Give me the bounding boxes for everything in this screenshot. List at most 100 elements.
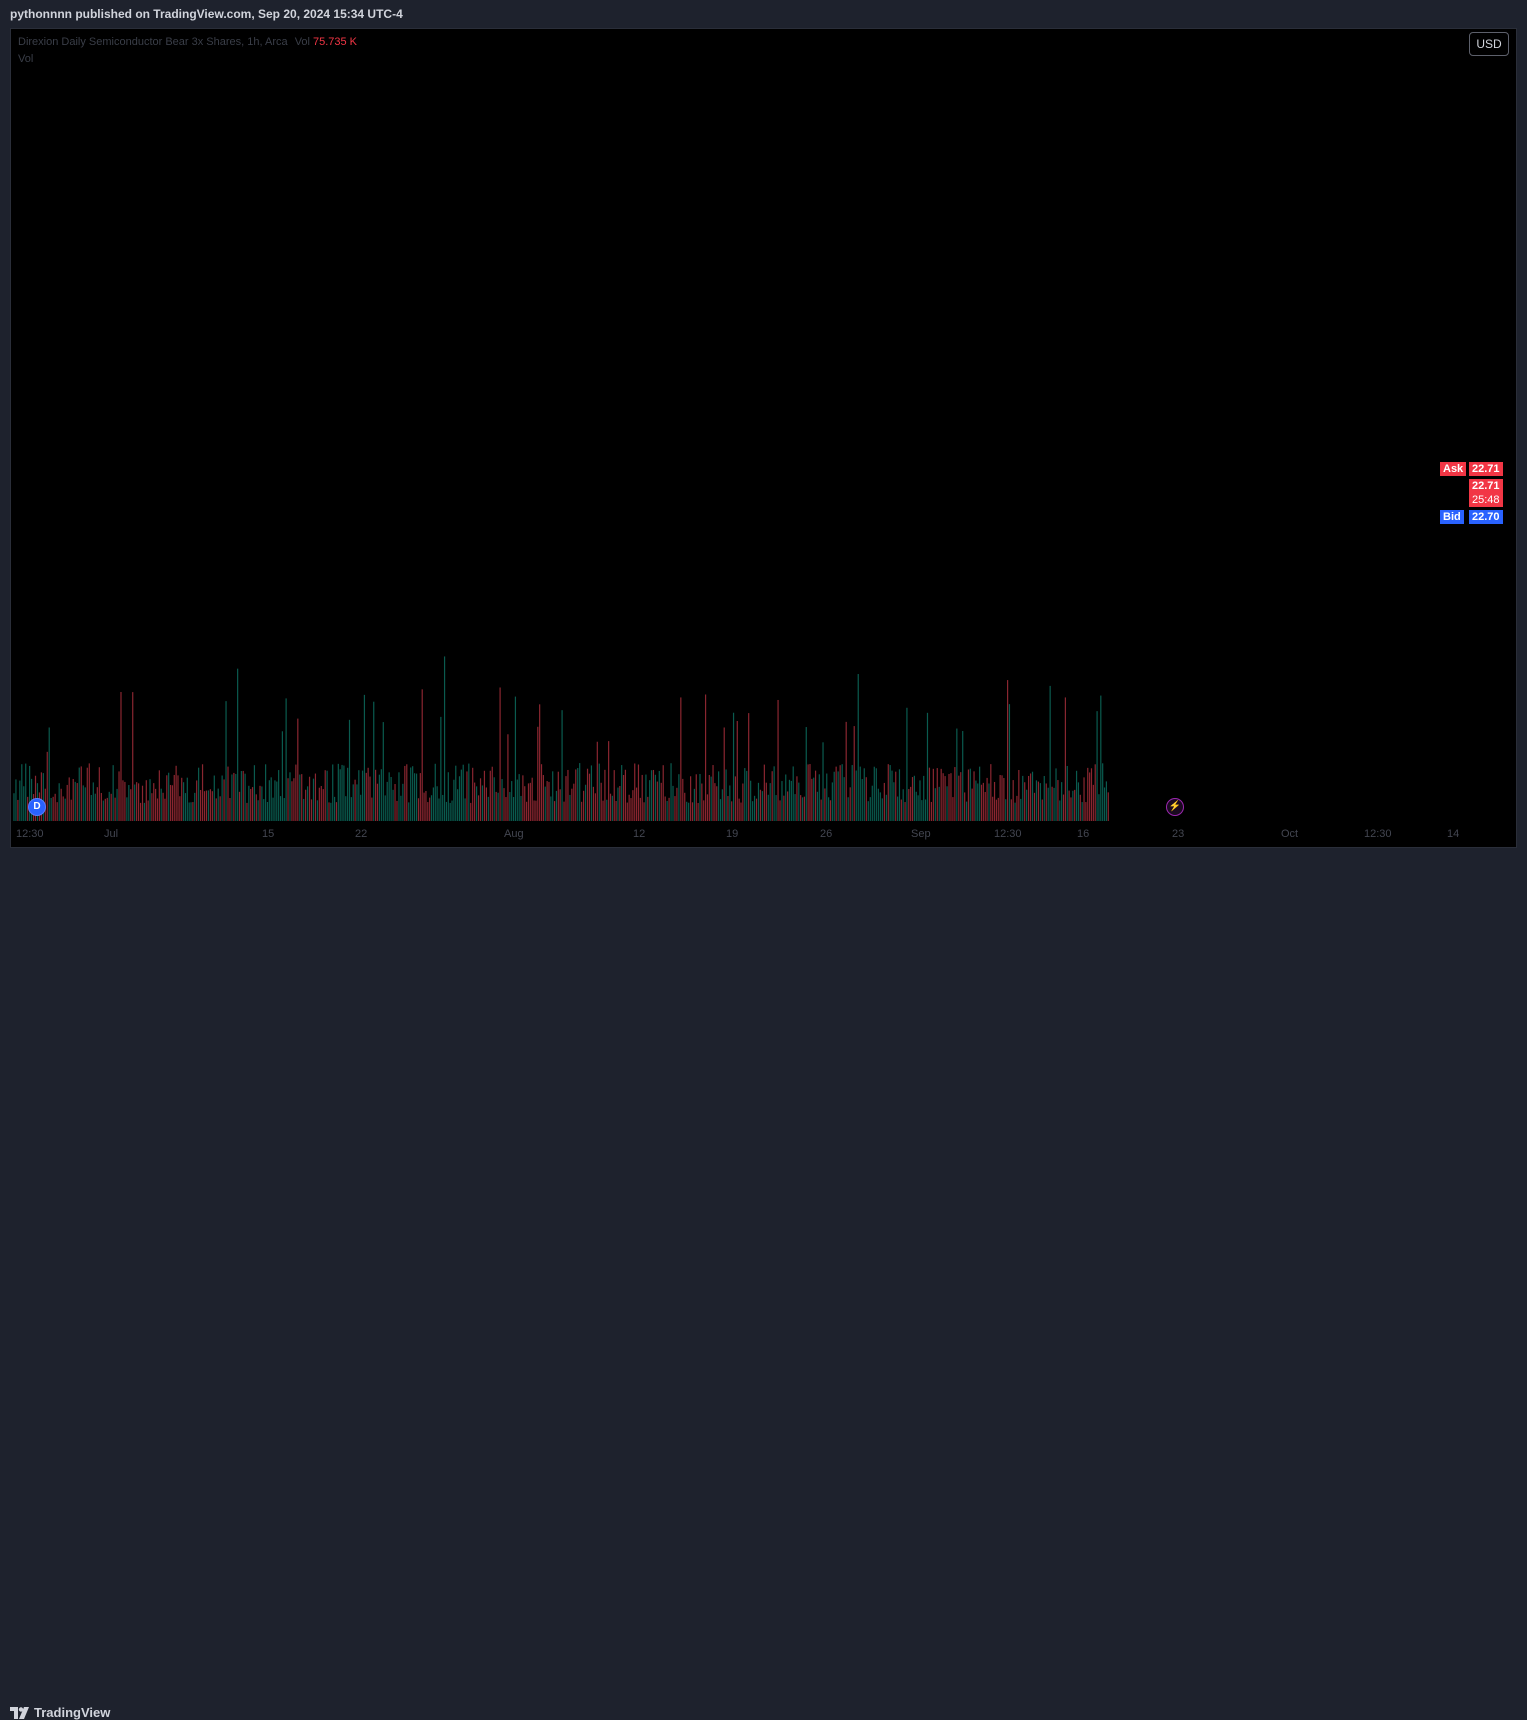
volume-bar [136, 782, 138, 821]
volume-bar [1062, 794, 1065, 821]
volume-bar [1039, 783, 1041, 821]
volume-bar [360, 794, 362, 821]
volume-bar [501, 779, 503, 821]
volume-bar [270, 777, 272, 821]
volume-bar [926, 712, 929, 821]
currency-button[interactable]: USD [1469, 32, 1509, 56]
volume-bar [104, 798, 106, 821]
volume-bar [497, 792, 499, 821]
volume-bar [736, 720, 738, 821]
volume-bar [839, 765, 841, 821]
volume-bar [261, 786, 263, 821]
volume-bar [650, 770, 653, 821]
volume-bar [229, 798, 231, 821]
volume-bar [678, 774, 680, 821]
volume-bar [130, 789, 132, 821]
volume-bar [295, 764, 297, 821]
volume-bar [299, 774, 301, 821]
volume-bar [843, 777, 845, 821]
volume-bar [451, 800, 453, 821]
volume-bar [703, 800, 705, 821]
vol-indicator-legend[interactable]: Vol [18, 53, 33, 65]
volume-bar [1085, 802, 1087, 821]
volume-bar [1035, 780, 1038, 821]
volume-bar [988, 783, 990, 821]
volume-bar [13, 793, 15, 821]
volume-bar [824, 788, 826, 821]
chart-pane[interactable] [10, 28, 1517, 848]
volume-bar [592, 786, 594, 821]
volume-bar [48, 727, 50, 821]
volume-bar [917, 795, 919, 821]
volume-bar [246, 802, 248, 821]
dividend-marker[interactable]: D [28, 798, 46, 816]
volume-bar [777, 699, 779, 821]
volume-bar [171, 785, 173, 821]
volume-bar [660, 782, 662, 821]
volume-bar [542, 775, 544, 821]
volume-bar [60, 788, 62, 821]
volume-bar [928, 767, 931, 821]
volume-bar [613, 770, 615, 821]
volume-bar [278, 770, 280, 821]
volume-bar [186, 777, 188, 821]
volume-bar [973, 771, 975, 821]
volume-bar [457, 789, 459, 821]
volume-bar [847, 797, 849, 821]
volume-bar [855, 770, 857, 821]
volume-bar [639, 797, 641, 821]
volume-bar [1047, 787, 1049, 821]
volume-bar [94, 793, 96, 821]
volume-bar [805, 727, 807, 821]
volume-bar [305, 789, 307, 821]
volume-bar [590, 765, 593, 821]
bid-label: Bid [1440, 510, 1464, 524]
volume-bar [712, 765, 714, 821]
volume-bar [606, 799, 608, 821]
volume-bar [491, 766, 493, 821]
volume-bar [332, 764, 334, 821]
volume-bar [196, 780, 198, 821]
time-axis-label: 19 [726, 828, 739, 840]
volume-bar [995, 799, 998, 821]
chart-svg[interactable] [11, 29, 1516, 847]
volume-bar [483, 770, 486, 821]
volume-bar [430, 795, 433, 821]
symbol-title: Direxion Daily Semiconductor Bear 3x Sha… [18, 36, 288, 48]
volume-bar [980, 784, 983, 821]
volume-bar [266, 802, 269, 821]
volume-bar [800, 795, 802, 821]
volume-bar [524, 786, 526, 821]
volume-bar [658, 770, 660, 821]
volume-bar [984, 791, 986, 821]
volume-bar [308, 776, 311, 821]
volume-bar [160, 788, 162, 821]
volume-bar [807, 764, 809, 821]
volume-bar [924, 799, 927, 821]
volume-bar [240, 771, 242, 821]
volume-bar [151, 793, 153, 821]
time-axis-label: 14 [1447, 828, 1460, 840]
volume-bar [1041, 799, 1043, 821]
volume-bar [414, 773, 416, 821]
volume-bar [822, 742, 824, 821]
volume-bar [561, 710, 563, 821]
lightning-icon[interactable]: ⚡ [1166, 798, 1184, 816]
volume-bar [388, 772, 390, 821]
symbol-legend[interactable]: Direxion Daily Semiconductor Bear 3x Sha… [18, 36, 357, 48]
tradingview-logo[interactable]: TradingView [10, 1705, 110, 1720]
volume-bar [809, 764, 811, 821]
volume-bar [386, 781, 388, 821]
volume-bar [813, 777, 815, 821]
volume-bar [153, 783, 155, 821]
volume-bar [792, 766, 794, 821]
volume-bar [686, 801, 688, 821]
time-axis-label: 12 [633, 828, 646, 840]
volume-bar [732, 712, 735, 821]
volume-bar [215, 798, 217, 821]
volume-bar [962, 731, 964, 821]
last-price-value: 22.71 [1469, 479, 1503, 493]
volume-bar [744, 768, 746, 821]
volume-bar [316, 800, 318, 821]
volume-bar [458, 776, 461, 821]
